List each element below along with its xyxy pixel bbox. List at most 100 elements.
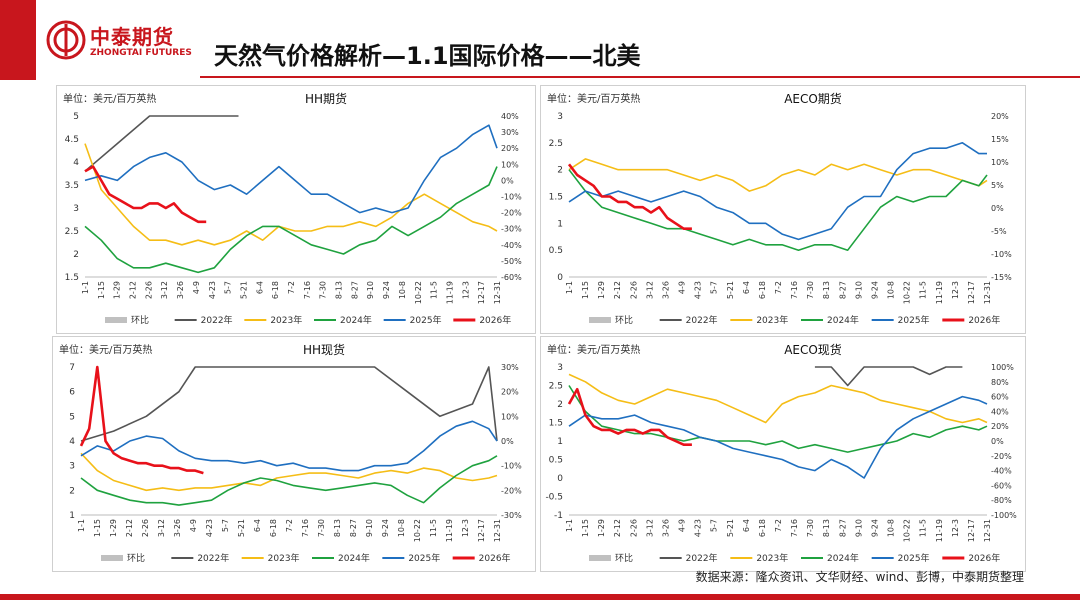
y-tick-label: 0.5 [549,246,563,256]
y-tick-label: 1 [557,437,563,447]
x-tick-label: 3-12 [645,519,654,537]
x-tick-label: 9-24 [870,281,879,299]
x-tick-label: 3-12 [157,519,166,537]
x-tick-label: 11-19 [445,281,454,304]
series-line-2026年 [84,165,207,224]
legend-label: 2022年 [201,314,233,326]
x-tick-label: 7-30 [806,519,815,537]
y2-tick-label: -20% [501,209,522,218]
series-line-2026年 [567,163,692,230]
x-tick-label: 5-21 [239,281,248,299]
company-logo: 中泰期货 ZHONGTAI FUTURES [46,20,196,64]
x-tick-label: 2-12 [613,281,622,299]
y2-tick-label: 60% [991,393,1009,402]
y2-tick-label: 30% [501,128,519,137]
chart-aeco-futures: 单位：美元/百万英热 AECO期货 3 2.5 2 1.5 1 0.5 0 20% 15% 10% 5%… [547,91,1012,326]
x-tick-label: 8-27 [838,281,847,299]
x-tick-label: 9-10 [365,519,374,537]
y2-tick-label: 20% [991,422,1009,431]
chart-unit-label: 单位：美元/百万英热 [59,343,152,356]
x-tick-label: 7-30 [319,281,328,299]
legend-label: 2024年 [338,552,370,564]
y2-tick-label: 10% [501,160,519,169]
legend-label: 2024年 [340,314,372,326]
y2-tick-label: -80% [991,496,1012,505]
x-tick-label: 3-26 [173,519,182,537]
legend-label: 2026年 [968,552,1000,564]
x-tick-label: 6-4 [742,519,751,532]
y-tick-label: 3 [73,204,79,214]
x-tick-label: 5-7 [221,519,230,532]
series-line-2025年 [568,141,987,241]
x-tick-label: 9-24 [382,281,391,299]
x-tick-label: 1-29 [109,519,118,537]
y2-tick-label: 10% [501,412,519,421]
x-tick-label: 7-16 [301,519,310,537]
x-tick-label: 12-31 [493,519,502,542]
x-tick-label: 5-21 [726,519,735,537]
legend-label: 2026年 [479,552,511,564]
legend-label: 2025年 [898,314,930,326]
series-line-2025年 [80,420,498,472]
x-tick-label: 12-31 [983,519,992,542]
x-tick-label: 3-12 [160,281,169,299]
legend-label: 环比 [615,314,633,326]
x-tick-label: 5-7 [710,281,719,294]
legend-label: 2023年 [756,314,788,326]
x-tick-label: 3-26 [176,281,185,299]
x-tick-label: 2-12 [613,519,622,537]
x-tick-label: 8-27 [349,519,358,537]
y-tick-label: 3 [557,112,563,122]
y2-tick-label: 10% [991,158,1009,167]
series-line-2023年 [80,452,498,492]
y2-tick-label: 0% [991,204,1004,213]
chart-unit-label: 单位：美元/百万英热 [547,343,640,356]
chart-panel-hh-futures: 单位：美元/百万英热 HH期货 5 4.5 4 3.5 3 2.5 2 1.5 40% 30% 20% 1… [56,85,536,334]
y2-tick-label: -40% [991,467,1012,476]
bottom-brand-bar [0,594,1080,600]
series-line-2022年 [814,366,963,387]
x-tick-label: 7-2 [774,281,783,294]
y2-tick-label: 0% [501,437,514,446]
x-tick-label: 6-4 [255,281,264,294]
series-line-2026年 [79,365,204,475]
x-tick-label: 4-23 [208,281,217,299]
y2-tick-label: -60% [991,481,1012,490]
x-tick-label: 8-13 [822,281,831,299]
brand-sidebar [0,0,36,80]
legend-label: 2023年 [756,552,788,564]
series-line-2025年 [568,395,988,479]
data-source-note: 数据来源：隆众资讯、文华财经、wind、彭博，中泰期货整理 [695,570,1024,584]
x-tick-label: 2-12 [125,519,134,537]
series-line-2023年 [568,158,988,192]
x-tick-label: 4-9 [678,519,687,532]
x-tick-label: 8-27 [838,519,847,537]
y-tick-label: 5 [69,412,75,422]
chart-title: HH期货 [305,91,347,106]
x-tick-label: 10-8 [887,519,896,537]
logo-mark-icon [46,20,86,60]
series-line-2022年 [84,115,239,172]
x-tick-label: 12-17 [967,519,976,542]
x-tick-label: 10-8 [887,281,896,299]
y2-tick-label: 0% [501,176,514,185]
logo-text-en: ZHONGTAI FUTURES [90,48,192,58]
y2-tick-label: -60% [501,273,522,282]
legend-label: 2023年 [270,314,302,326]
y-tick-label: 2.5 [65,227,79,237]
x-tick-label: 4-9 [192,281,201,294]
y2-tick-label: 80% [991,378,1009,387]
y2-tick-label: 100% [991,363,1014,372]
x-tick-label: 9-10 [366,281,375,299]
series-line-2024年 [568,385,988,453]
y-tick-label: 0 [557,474,563,484]
y2-tick-label: -40% [501,241,522,250]
y2-tick-label: -20% [991,452,1012,461]
chart-hh-spot: 单位：美元/百万英热 HH现货 7 6 5 4 3 2 1 30% 20% 10% 0% -10% -20%… [59,342,522,564]
x-tick-label: 9-10 [854,281,863,299]
page-title: 天然气价格解析—1.1国际价格——北美 [214,42,641,70]
legend-label: 2026年 [479,314,511,326]
legend-label: 环比 [131,314,149,326]
chart-hh-futures: 单位：美元/百万英热 HH期货 5 4.5 4 3.5 3 2.5 2 1.5 40% 30% 20% 1… [63,91,522,326]
x-tick-label: 8-13 [333,519,342,537]
